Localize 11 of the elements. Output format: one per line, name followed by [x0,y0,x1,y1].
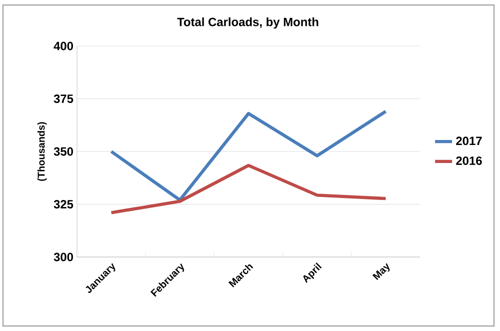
legend-label: 2016 [456,156,482,165]
y-tick-label: 400 [54,42,73,50]
y-tick-label: 375 [54,94,74,103]
line-series [110,164,388,214]
line-series [110,110,388,202]
chart-title: Total Carloads, by Month [177,17,318,29]
y-tick-label: 300 [54,252,73,262]
y-tick-label: 325 [54,200,74,208]
y-tick-label: 350 [54,147,73,156]
y-axis-title: (Thousands) [37,122,47,181]
legend-label: 2017 [456,136,482,146]
